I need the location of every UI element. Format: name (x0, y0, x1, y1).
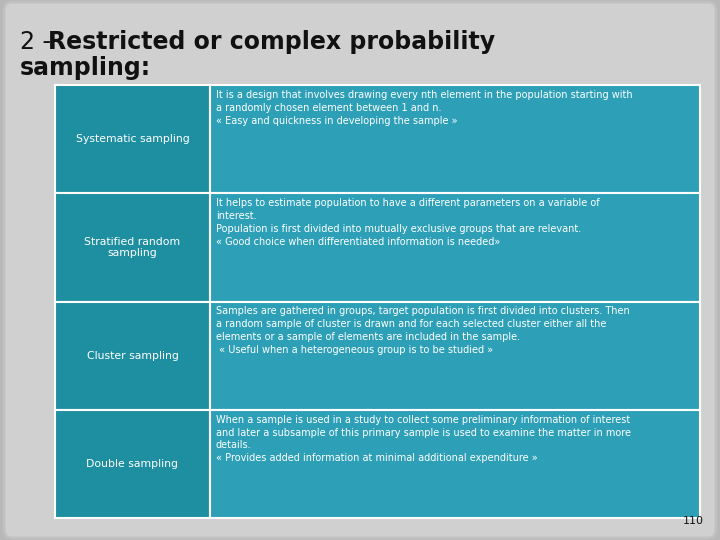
Text: Double sampling: Double sampling (86, 459, 179, 469)
Text: When a sample is used in a study to collect some preliminary information of inte: When a sample is used in a study to coll… (216, 415, 631, 463)
Bar (55, 301, 210, 410)
Text: sampling:: sampling: (20, 56, 151, 80)
Text: 110: 110 (683, 516, 704, 526)
Bar (210, 301, 700, 410)
Text: It helps to estimate population to have a different parameters on a variable of
: It helps to estimate population to have … (216, 198, 600, 247)
Bar (210, 85, 700, 193)
Text: It is a design that involves drawing every nth element in the population startin: It is a design that involves drawing eve… (216, 90, 633, 126)
Text: Stratified random
sampling: Stratified random sampling (84, 237, 181, 258)
Bar (55, 193, 210, 301)
Text: Samples are gathered in groups, target population is first divided into clusters: Samples are gathered in groups, target p… (216, 307, 630, 355)
Bar (210, 410, 700, 518)
Text: Cluster sampling: Cluster sampling (86, 350, 179, 361)
Bar (210, 193, 700, 301)
Text: 2 -: 2 - (20, 30, 58, 54)
FancyBboxPatch shape (4, 2, 716, 538)
Bar (55, 410, 210, 518)
Text: Restricted or complex probability: Restricted or complex probability (48, 30, 495, 54)
Text: Systematic sampling: Systematic sampling (76, 134, 189, 144)
Bar (55, 85, 210, 193)
